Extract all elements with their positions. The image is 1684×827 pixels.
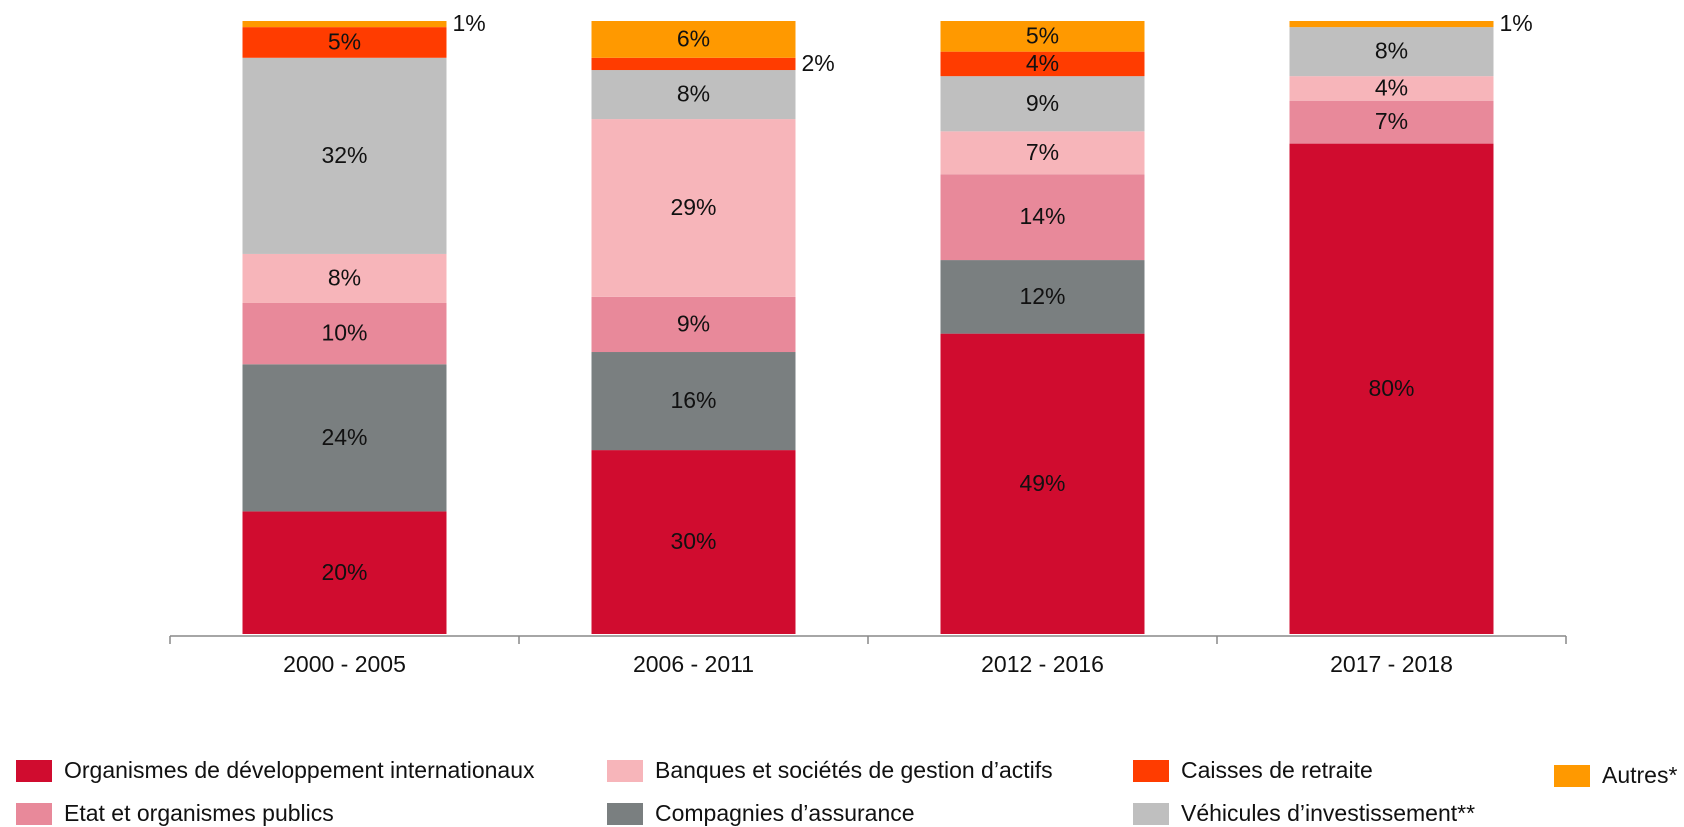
- bar-segment: [242, 27, 447, 58]
- data-label: 16%: [670, 387, 716, 413]
- x-tick-label: 2012 - 2016: [981, 651, 1104, 677]
- bar-segment: [1289, 100, 1494, 144]
- x-tick-label: 2017 - 2018: [1330, 651, 1453, 677]
- data-label: 49%: [1019, 470, 1065, 496]
- bar-segment: [242, 302, 447, 365]
- data-label: 8%: [1375, 38, 1408, 64]
- data-label: 1%: [1500, 10, 1533, 36]
- data-label: 7%: [1026, 139, 1059, 165]
- bar-segment: [940, 76, 1145, 132]
- legend-swatch: [1133, 760, 1169, 782]
- legend-label: Organismes de développement internationa…: [64, 757, 535, 783]
- data-label: 7%: [1375, 108, 1408, 134]
- bar-segment: [591, 57, 796, 71]
- data-label: 6%: [677, 25, 710, 51]
- data-label: 20%: [321, 559, 367, 585]
- data-label: 80%: [1368, 375, 1414, 401]
- data-label: 5%: [1026, 22, 1059, 48]
- x-tick-label: 2000 - 2005: [283, 651, 406, 677]
- data-label: 2%: [802, 50, 835, 76]
- legend-label: Autres*: [1602, 762, 1677, 788]
- legend-swatch: [1133, 803, 1169, 825]
- bar-segment: [1289, 27, 1494, 77]
- bar-segment: [591, 21, 796, 58]
- x-tick-label: 2006 - 2011: [633, 651, 754, 677]
- bar-segment: [242, 21, 447, 28]
- bar-segment: [1289, 21, 1494, 28]
- legend-label: Banques et sociétés de gestion d’actifs: [655, 757, 1053, 783]
- bar-segment: [242, 364, 447, 512]
- bar-segment: [940, 21, 1145, 52]
- bar-segment: [940, 131, 1145, 175]
- data-label: 9%: [1026, 90, 1059, 116]
- legend-label: Caisses de retraite: [1181, 757, 1373, 783]
- data-label: 4%: [1026, 50, 1059, 76]
- data-label: 14%: [1019, 203, 1065, 229]
- bar-segment: [591, 119, 796, 297]
- data-label: 32%: [321, 142, 367, 168]
- legend-label: Etat et organismes publics: [64, 800, 334, 826]
- data-label: 12%: [1019, 283, 1065, 309]
- bar-segment: [1289, 143, 1494, 634]
- bar-segment: [1289, 76, 1494, 101]
- bar-segment: [242, 57, 447, 254]
- legend-swatch: [16, 760, 52, 782]
- data-label: 10%: [321, 320, 367, 346]
- data-label: 4%: [1375, 75, 1408, 101]
- bar-segment: [591, 352, 796, 451]
- data-label: 9%: [677, 311, 710, 337]
- data-label: 8%: [328, 265, 361, 291]
- legend-swatch: [607, 760, 643, 782]
- bar-segment: [940, 174, 1145, 261]
- bar-segment: [591, 450, 796, 634]
- legend-swatch: [16, 803, 52, 825]
- data-label: 1%: [453, 10, 486, 36]
- bar-segment: [940, 333, 1145, 634]
- legend-label: Compagnies d’assurance: [655, 800, 915, 826]
- bar-segment: [242, 253, 447, 303]
- bar-segment: [591, 70, 796, 120]
- bar-segment: [940, 51, 1145, 77]
- data-label: 8%: [677, 81, 710, 107]
- bar-segment: [591, 296, 796, 353]
- data-label: 24%: [321, 424, 367, 450]
- legend-swatch: [607, 803, 643, 825]
- bar-segment: [242, 511, 447, 634]
- data-label: 5%: [328, 29, 361, 55]
- bar-segment: [940, 260, 1145, 334]
- legend-label: Véhicules d’investissement**: [1181, 800, 1475, 826]
- data-label: 30%: [670, 528, 716, 554]
- legend-swatch: [1554, 765, 1590, 787]
- data-label: 29%: [670, 194, 716, 220]
